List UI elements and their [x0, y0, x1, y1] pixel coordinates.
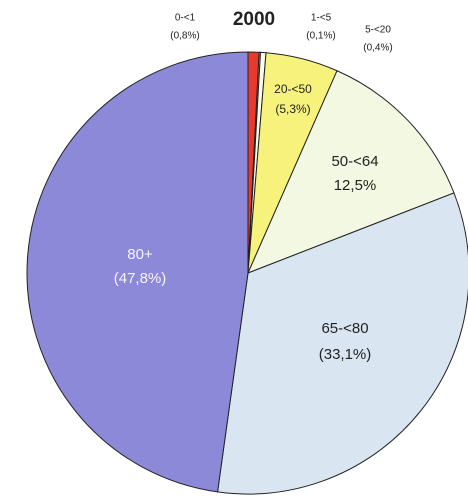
slice-label: 80+	[127, 246, 153, 263]
slice-label: 20-<50	[274, 82, 312, 96]
slice-value-label: (5,3%)	[275, 102, 310, 116]
chart-title: 2000	[233, 9, 275, 30]
pie-slice	[26, 51, 249, 493]
slice-label: 65-<80	[321, 320, 368, 337]
slice-label: 1-<5	[311, 13, 332, 24]
slice-label: 5-<20	[365, 25, 391, 36]
slice-value-label: (0,1%)	[306, 31, 335, 42]
slice-label: 0-<1	[175, 13, 196, 24]
slice-value-label: (47,8%)	[114, 270, 167, 287]
slice-value-label: (33,1%)	[319, 346, 372, 363]
slice-value-label: (0,8%)	[170, 31, 199, 42]
pie-slice	[247, 70, 455, 274]
slice-value-label: 12,5%	[334, 177, 377, 194]
slice-label: 50-<64	[331, 153, 378, 170]
slice-value-label: (0,4%)	[363, 43, 392, 54]
